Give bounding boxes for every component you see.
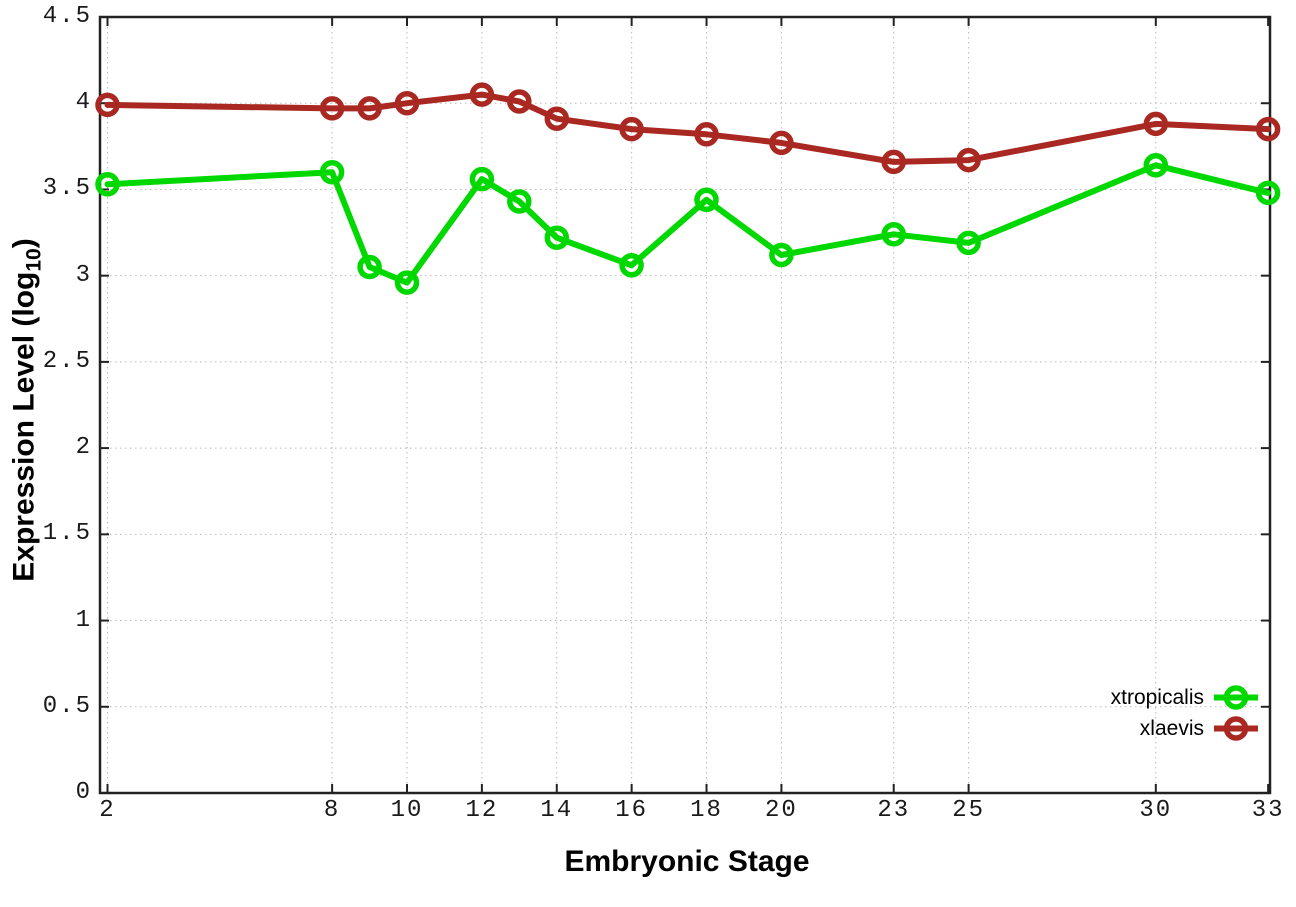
- y-tick-label: 4: [75, 89, 92, 117]
- data-point-xtropicalis-stage-10: [394, 270, 420, 295]
- data-point-xtropicalis-stage-14: [544, 225, 570, 250]
- x-tick-label: 20: [765, 797, 798, 824]
- y-tick-label: 3: [75, 261, 92, 289]
- x-tick-label: 10: [390, 797, 424, 824]
- data-point-xlaevis-stage-13: [507, 89, 532, 114]
- data-point-xlaevis-stage-14: [544, 106, 570, 131]
- series-line-xlaevis: [104, 91, 1272, 165]
- data-point-xtropicalis-stage-16: [619, 253, 644, 278]
- data-point-xtropicalis-stage-2: [95, 172, 120, 197]
- legend-label: xtropicalis: [1110, 685, 1204, 709]
- x-tick-label: 12: [465, 797, 499, 824]
- x-tick-label: 2: [99, 797, 116, 824]
- data-point-xtropicalis-stage-13: [507, 189, 532, 214]
- legend-label: xlaevis: [1139, 716, 1204, 740]
- data-point-xlaevis-stage-18: [694, 122, 719, 147]
- data-point-xtropicalis-stage-25: [956, 230, 981, 256]
- data-point-xlaevis-stage-9: [357, 96, 382, 121]
- data-point-xlaevis-stage-2: [95, 92, 120, 118]
- data-point-xlaevis-stage-20: [769, 130, 794, 156]
- x-tick-label: 33: [1251, 797, 1285, 824]
- y-axis-title-close: ): [7, 238, 41, 249]
- legend-item-xlaevis: xlaevis: [1111, 713, 1259, 744]
- data-point-xtropicalis-stage-12: [469, 166, 495, 192]
- data-point-xtropicalis-stage-9: [357, 254, 382, 280]
- legend-marker-xlaevis: [1214, 716, 1258, 741]
- y-tick-label: 2: [75, 434, 92, 462]
- data-point-xtropicalis-stage-18: [694, 187, 719, 213]
- y-tick-label: 0.5: [42, 692, 92, 720]
- data-point-xtropicalis-stage-33: [1255, 180, 1281, 206]
- x-tick-label: 16: [615, 797, 649, 824]
- data-point-xtropicalis-stage-8: [319, 159, 345, 185]
- legend: xtropicalis xlaevis: [1111, 682, 1259, 744]
- legend-marker-xtropicalis: [1214, 685, 1258, 710]
- y-tick-label: 0: [75, 779, 92, 806]
- data-point-xtropicalis-stage-30: [1143, 153, 1169, 178]
- legend-item-xtropicalis: xtropicalis: [1111, 682, 1259, 713]
- data-point-xlaevis-stage-12: [469, 82, 495, 107]
- series-line-xtropicalis: [104, 162, 1272, 286]
- y-tick-label: 4.5: [42, 3, 92, 30]
- y-axis-title-text: Expression Level (log: [7, 271, 41, 582]
- x-tick-label: 23: [877, 797, 911, 824]
- data-point-xtropicalis-stage-20: [769, 242, 794, 268]
- x-tick-label: 30: [1139, 797, 1173, 824]
- x-tick-label: 8: [323, 797, 341, 824]
- data-point-xlaevis-stage-23: [881, 149, 906, 175]
- y-axis-title: Expression Level (log10): [8, 238, 47, 581]
- data-point-xlaevis-stage-16: [619, 116, 644, 142]
- data-point-xlaevis-stage-10: [394, 90, 420, 116]
- y-tick-label: 2.5: [42, 347, 92, 375]
- y-axis-title-subscript: 10: [22, 248, 46, 272]
- data-point-xlaevis-stage-33: [1255, 116, 1281, 142]
- data-point-xlaevis-stage-25: [956, 147, 981, 173]
- plot-border: [98, 15, 1272, 795]
- x-tick-label: 14: [540, 797, 574, 824]
- y-tick-label: 1.5: [42, 520, 92, 548]
- data-point-xlaevis-stage-30: [1143, 111, 1169, 137]
- data-point-xtropicalis-stage-23: [881, 222, 906, 247]
- x-axis-title: Embryonic Stage: [564, 845, 810, 878]
- data-point-xlaevis-stage-8: [319, 96, 345, 121]
- y-tick-label: 1: [75, 606, 92, 634]
- y-tick-label: 3.5: [42, 175, 92, 203]
- x-tick-label: 18: [690, 797, 723, 824]
- x-tick-label: 25: [952, 797, 985, 824]
